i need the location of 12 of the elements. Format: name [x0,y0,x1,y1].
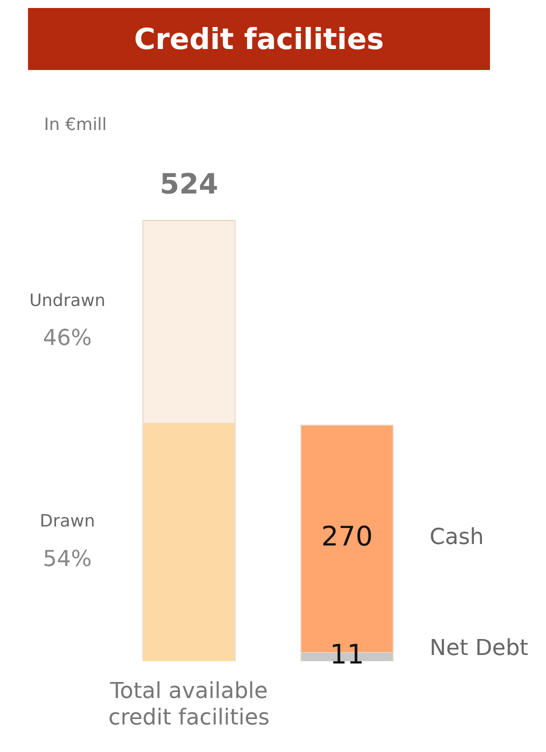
series-label: Net Debt [430,636,529,661]
text: Undrawn [29,290,106,311]
total-label: 524 [160,167,218,200]
x-tick-label: Total available credit facilities [108,679,270,731]
chart-title: Credit facilities [28,8,490,70]
text: 46% [42,326,92,352]
text: Drawn [40,511,95,532]
chart-subtitle: In €mill [44,115,107,135]
data-label: 270 [321,521,373,552]
series-label: Cash [430,524,484,550]
text: 54% [42,546,92,572]
data-label: 11 [330,640,364,671]
